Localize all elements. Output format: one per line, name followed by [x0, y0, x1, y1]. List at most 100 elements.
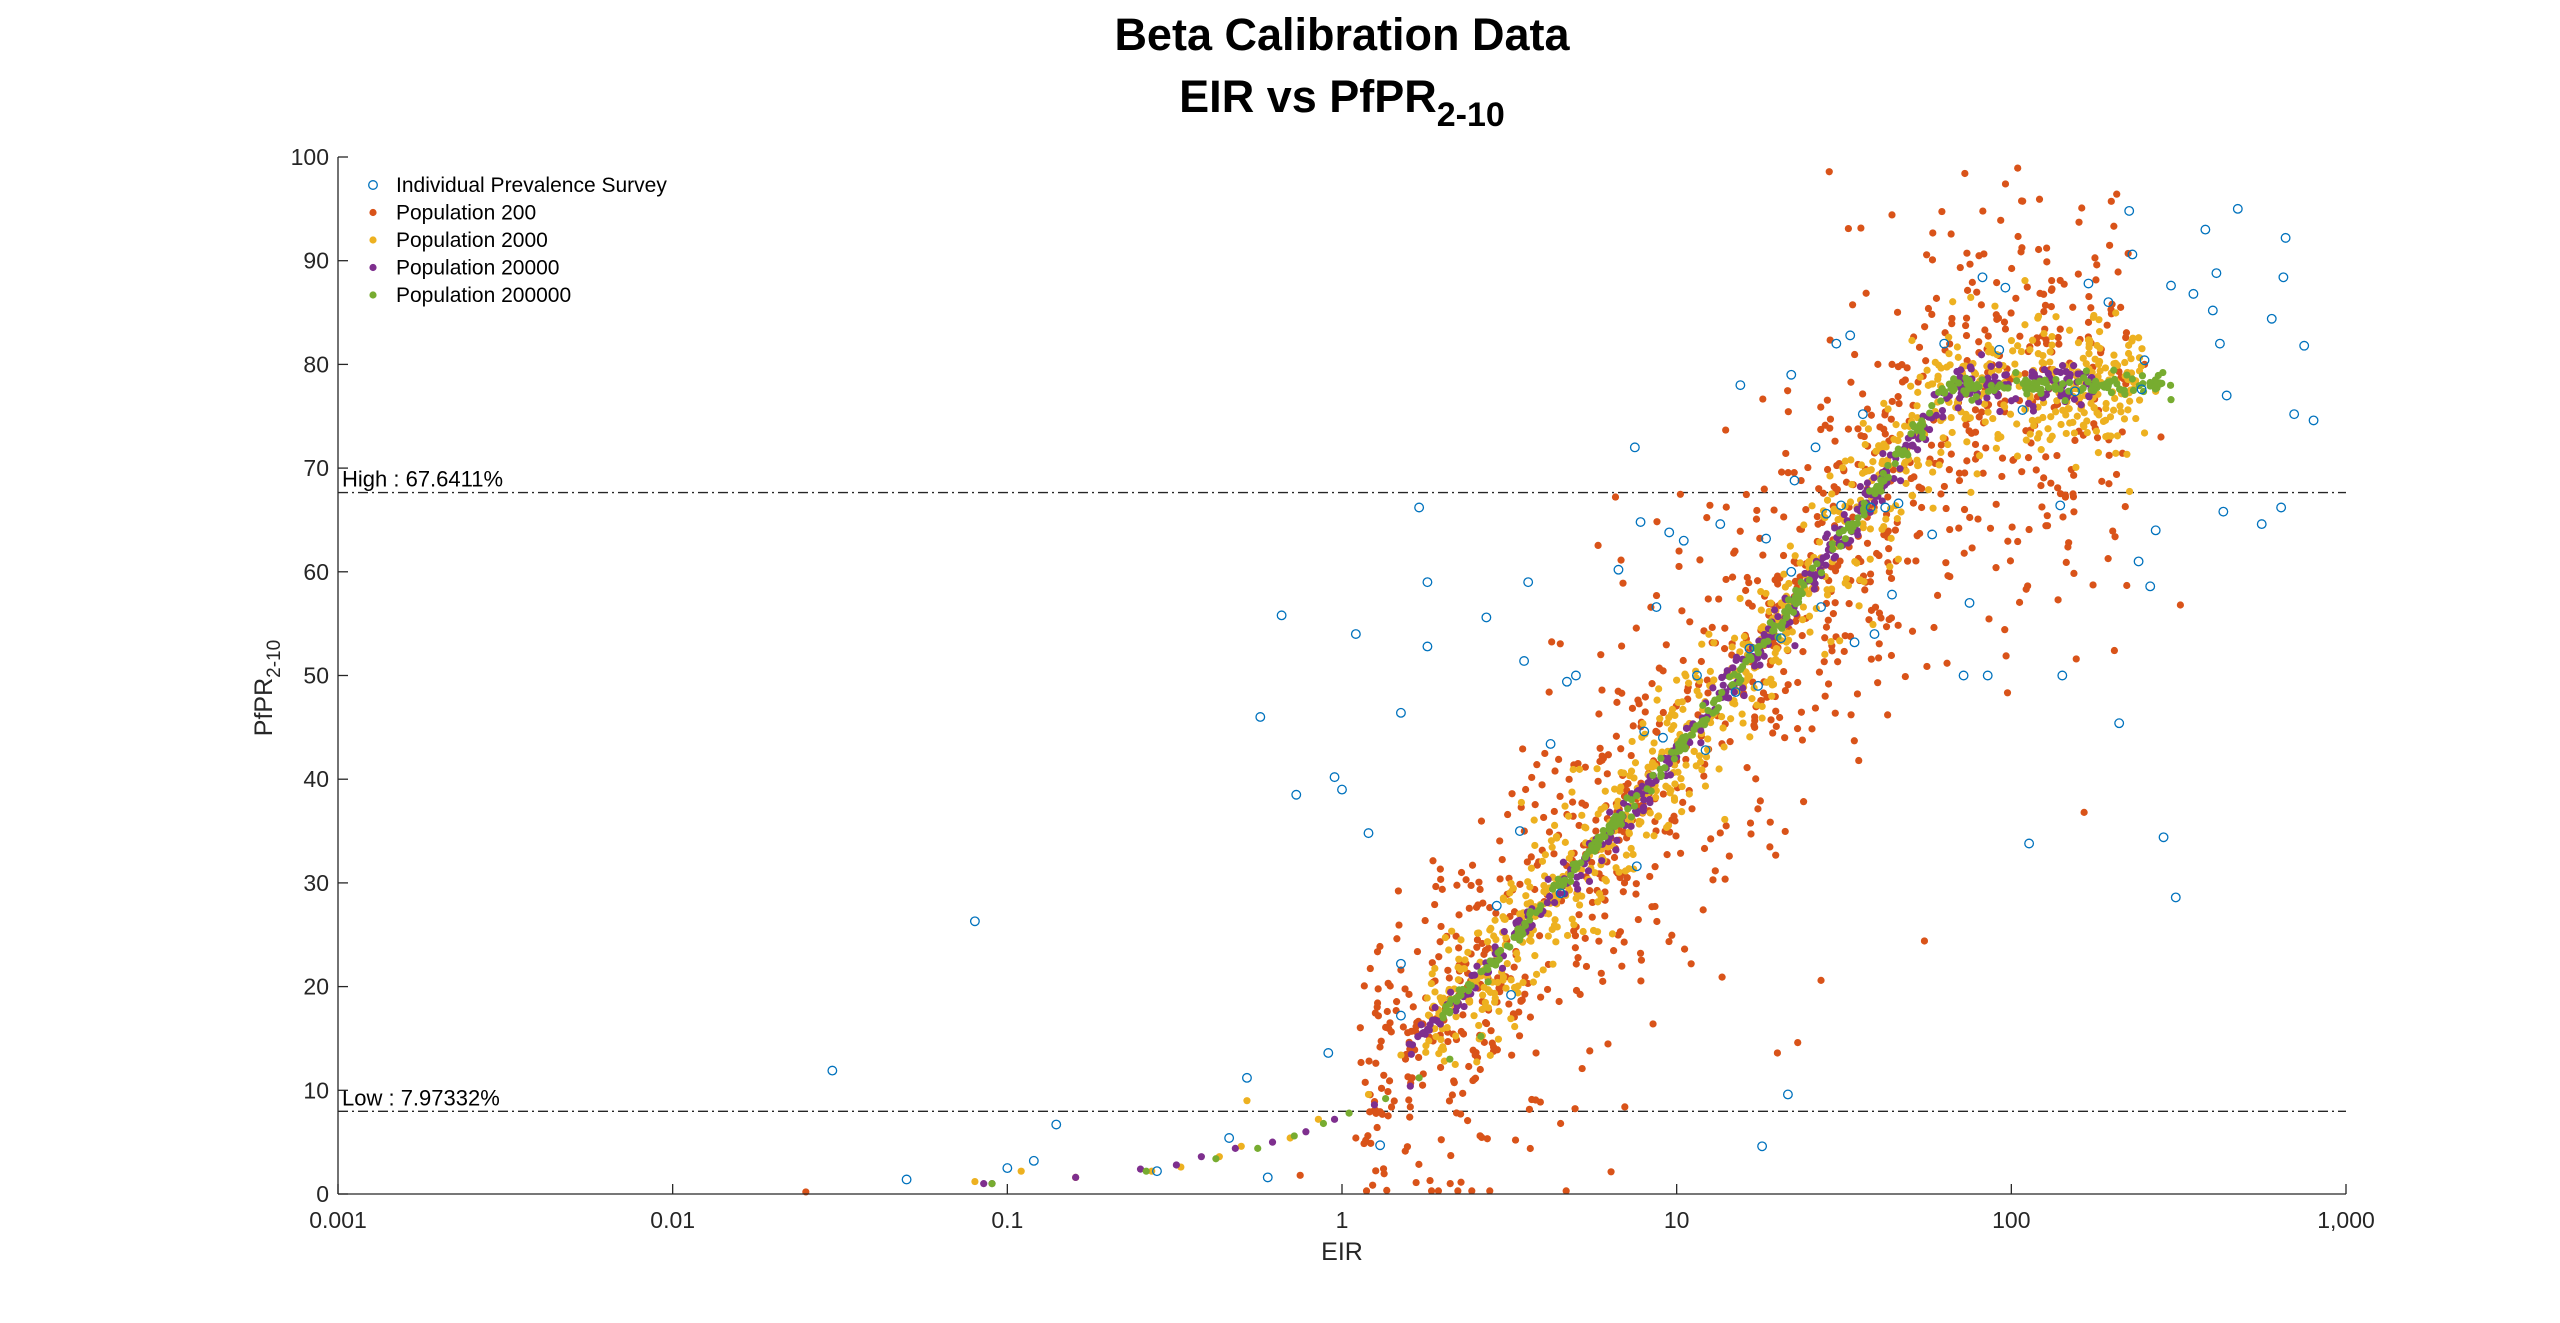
data-point — [1847, 378, 1855, 386]
data-point — [1599, 754, 1607, 762]
data-point — [1706, 667, 1714, 675]
data-point — [1918, 503, 1926, 512]
data-point — [1736, 594, 1744, 603]
data-point — [2113, 432, 2122, 440]
data-point — [1776, 713, 1784, 722]
data-point — [1598, 686, 1606, 694]
data-point — [1471, 1074, 1480, 1082]
data-point — [2055, 500, 2066, 511]
data-point — [1436, 1063, 1445, 1072]
data-point — [1698, 717, 1706, 725]
data-point — [2156, 380, 2164, 388]
data-point — [1925, 459, 1933, 467]
data-point — [1672, 832, 1680, 840]
data-point — [2129, 334, 2137, 342]
data-point — [1860, 432, 1868, 441]
data-point — [1865, 502, 1876, 513]
data-point — [1373, 948, 1382, 956]
data-point — [2214, 338, 2225, 349]
data-point — [1863, 539, 1872, 547]
data-point — [2129, 386, 2138, 394]
data-point — [1869, 458, 1877, 466]
data-point — [2109, 406, 2118, 414]
data-point — [1589, 926, 1598, 935]
data-point — [1947, 413, 1955, 422]
data-point — [1570, 866, 1578, 874]
data-point — [1945, 350, 1953, 358]
data-point — [1599, 827, 1607, 835]
data-point — [1929, 229, 1937, 237]
data-point — [1432, 882, 1440, 891]
data-point — [2012, 369, 2020, 377]
data-point — [1455, 911, 1463, 919]
data-point — [1996, 381, 2004, 389]
data-point — [1728, 643, 1736, 651]
data-point — [2062, 429, 2070, 438]
data-point — [1968, 278, 1976, 286]
data-point — [1813, 560, 1821, 568]
data-point — [1789, 475, 1800, 486]
data-point — [1830, 483, 1838, 491]
data-point — [1851, 350, 1859, 359]
data-point — [1947, 230, 1955, 238]
data-point — [1423, 994, 1431, 1002]
data-point — [1651, 602, 1662, 613]
data-point — [2054, 596, 2062, 604]
data-point — [1752, 515, 1761, 523]
data-point — [1866, 525, 1875, 533]
data-point — [1483, 1135, 1491, 1143]
data-point — [2102, 380, 2110, 388]
legend-item: Population 2000 — [369, 229, 548, 252]
data-point — [1648, 680, 1656, 688]
data-point — [1636, 949, 1645, 957]
data-point — [2158, 832, 2169, 843]
data-point — [1783, 629, 1791, 637]
data-point — [1757, 1141, 1768, 1152]
data-point — [1901, 376, 1909, 384]
data-point — [2038, 503, 2046, 511]
data-point — [1548, 638, 1556, 646]
data-point — [1992, 444, 2000, 452]
data-point — [1465, 996, 1473, 1005]
data-point — [1446, 1055, 1454, 1063]
data-point — [1697, 739, 1705, 747]
data-point — [1635, 820, 1643, 828]
data-point — [1902, 467, 1910, 475]
data-point — [1831, 709, 1839, 717]
data-point — [1697, 726, 1705, 735]
data-point — [1853, 505, 1861, 513]
data-point — [1887, 415, 1895, 423]
data-point — [1746, 733, 1754, 741]
data-point — [1567, 849, 1575, 858]
data-point — [1437, 1136, 1445, 1144]
data-point — [1964, 385, 1972, 393]
data-point — [1572, 880, 1580, 888]
data-point — [1702, 753, 1711, 761]
data-point — [1882, 515, 1890, 523]
data-point — [2064, 543, 2072, 551]
data-point — [1673, 676, 1681, 684]
data-point — [1735, 679, 1743, 687]
data-point — [1907, 430, 1915, 438]
data-point — [1738, 710, 1746, 718]
data-point — [2167, 396, 2175, 404]
data-point — [1888, 397, 1896, 406]
data-point — [1786, 542, 1794, 550]
data-point — [1405, 1096, 1413, 1104]
data-point — [1960, 505, 1969, 514]
y-tick-label: 90 — [303, 248, 329, 274]
data-point — [1722, 822, 1730, 830]
data-point — [1526, 1013, 1535, 1021]
data-point — [1262, 1172, 1273, 1183]
data-point — [2066, 419, 2074, 427]
data-point — [1769, 729, 1777, 737]
data-point — [1903, 364, 1911, 372]
data-point — [1989, 414, 1997, 423]
data-point — [1499, 894, 1508, 902]
data-point — [1894, 436, 1902, 445]
data-point — [1522, 785, 1530, 794]
data-point — [2114, 718, 2125, 729]
data-point — [1736, 648, 1744, 656]
data-point — [2114, 268, 2122, 276]
